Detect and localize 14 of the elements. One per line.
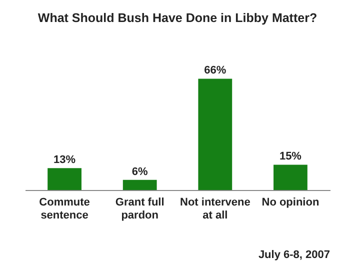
x-tick-label: No opinion [262, 196, 320, 208]
x-tick-label: Commute sentence [39, 196, 90, 222]
data-label: 6% [132, 166, 148, 178]
text: July 6-8, 2007 [258, 249, 330, 261]
data-label: 66% [204, 64, 226, 77]
data-label: 15% [279, 150, 302, 163]
chart-title: What Should Bush Have Done in Libby Matter? [38, 11, 318, 26]
bar [198, 78, 232, 190]
x-tick-label: Grant full pardon [115, 196, 164, 222]
x-tick-label: Not intervene at all [180, 196, 250, 222]
bar [122, 180, 157, 190]
bar [274, 164, 308, 190]
bar [48, 168, 82, 190]
data-label: 13% [54, 154, 76, 166]
